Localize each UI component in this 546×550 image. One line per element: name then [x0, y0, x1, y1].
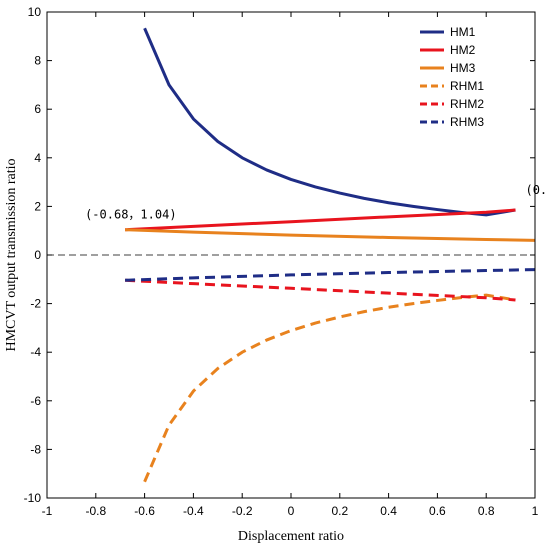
y-tick-label: 4	[34, 151, 41, 165]
legend-entry-hm3: HM3	[450, 61, 476, 75]
axis-ticks: -1 -0.8 -0.6 -0.4 -0.2 0 0.2 0.4 0.6 0.8 1 -10 -8 -6 -…	[24, 5, 539, 518]
series-line-hm1	[143, 27, 516, 217]
y-tick-label: -6	[30, 394, 41, 408]
x-tick-label: 0.8	[478, 504, 495, 518]
annotations: (-0.68，1.04) (0.92，1.85)	[85, 183, 546, 222]
y-axis-label: HMCVT output transmission ratio	[4, 158, 19, 351]
legend: HM1 HM2 HM3 RHM1 RHM2 RHM3	[420, 25, 484, 129]
legend-entry-rhm2: RHM2	[450, 97, 484, 111]
series-line-rhm2	[125, 278, 516, 302]
y-tick-label: -10	[24, 491, 42, 505]
x-tick-label: -0.8	[85, 504, 106, 518]
legend-entry-hm1: HM1	[450, 25, 476, 39]
x-tick-label: 0.2	[331, 504, 348, 518]
y-tick-label: 10	[28, 5, 42, 19]
x-tick-label: 0.4	[380, 504, 397, 518]
x-tick-label: 0	[288, 504, 295, 518]
x-tick-label: -0.6	[134, 504, 155, 518]
x-tick-label: -0.4	[183, 504, 204, 518]
annotation-label: (-0.68，1.04)	[85, 208, 176, 222]
y-tick-label: 2	[34, 199, 41, 213]
x-tick-label: -0.2	[232, 504, 253, 518]
y-tick-label: -8	[30, 442, 41, 456]
series-lines	[125, 27, 535, 483]
x-tick-label: 1	[532, 504, 539, 518]
y-tick-label: 0	[34, 248, 41, 262]
x-axis-label: Displacement ratio	[238, 529, 344, 544]
legend-entry-rhm1: RHM1	[450, 79, 484, 93]
x-tick-label: -1	[42, 504, 53, 518]
annotation-label: (0.92，1.85)	[525, 183, 546, 197]
y-tick-label: -4	[30, 345, 41, 359]
plot-area	[46, 11, 536, 499]
y-tick-label: -2	[30, 297, 41, 311]
legend-entry-hm2: HM2	[450, 43, 476, 57]
legend-entry-rhm3: RHM3	[450, 115, 484, 129]
y-tick-label: 8	[34, 54, 41, 68]
series-line-hm2	[125, 208, 516, 232]
x-tick-label: 0.6	[429, 504, 446, 518]
series-line-rhm1	[143, 293, 516, 483]
y-tick-label: 6	[34, 102, 41, 116]
series-line-rhm3	[125, 268, 535, 282]
series-line-hm3	[125, 228, 535, 242]
